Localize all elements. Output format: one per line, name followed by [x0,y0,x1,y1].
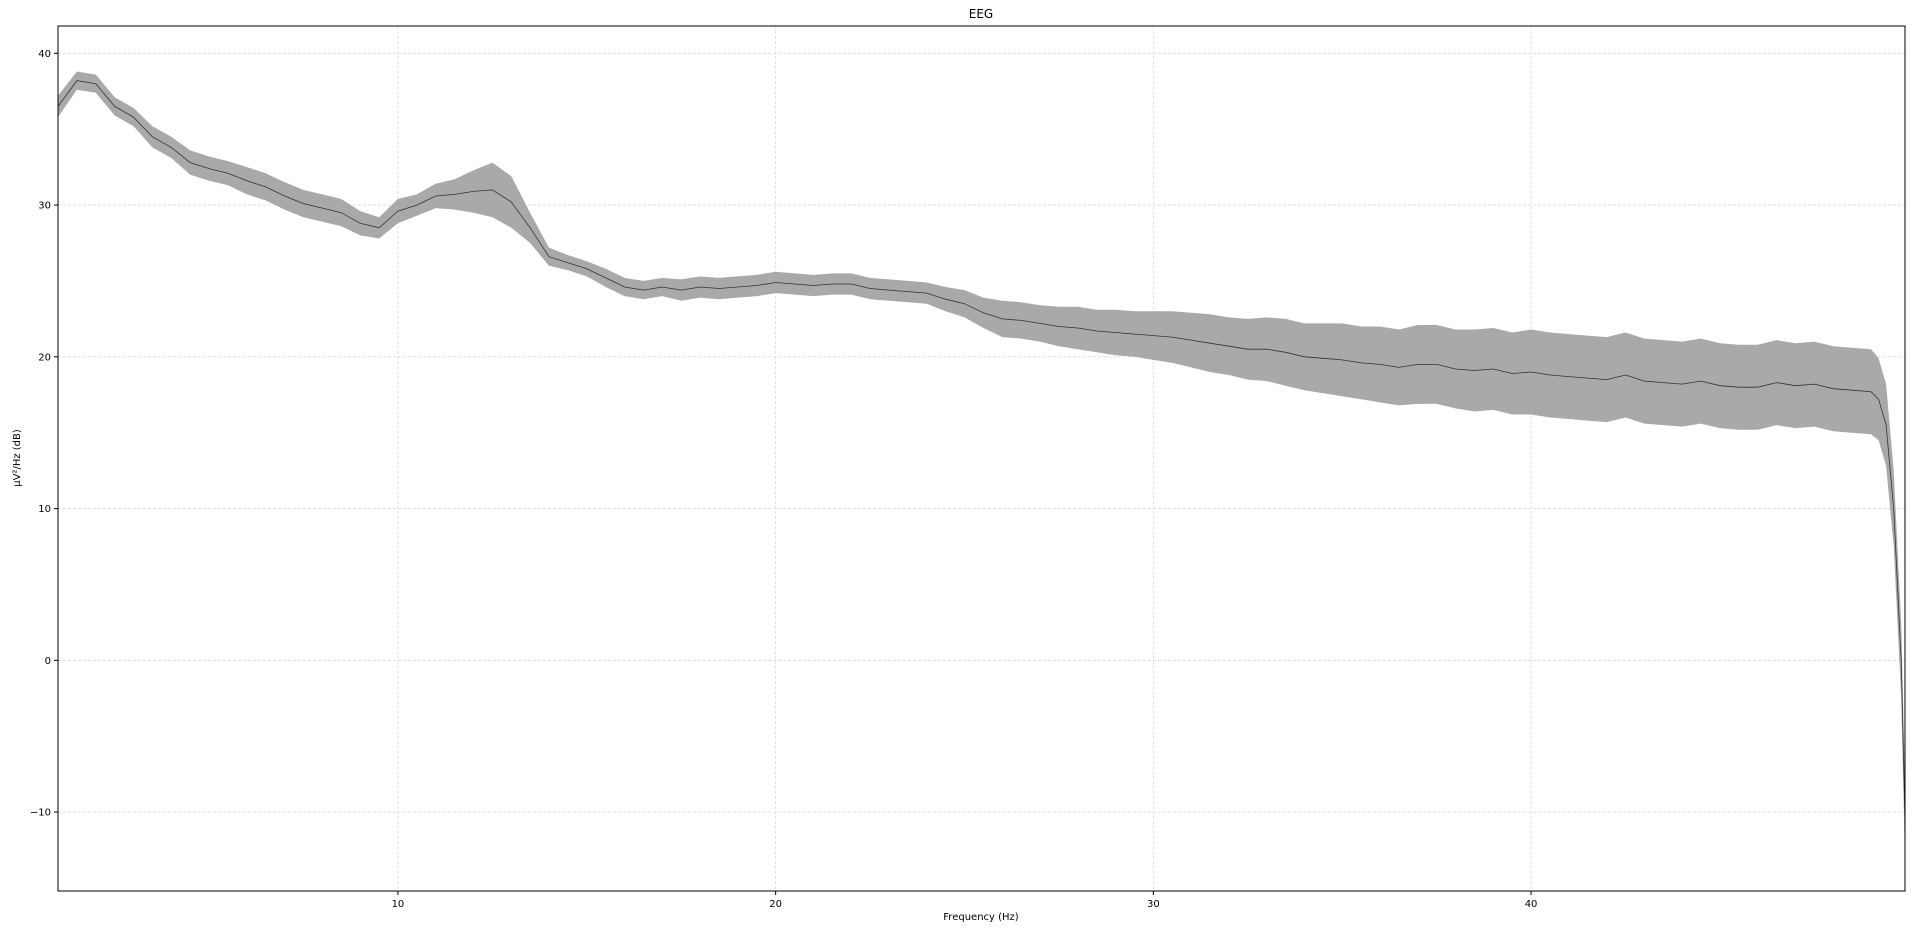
mean-psd-line [57,80,1906,820]
y-tick-label: −10 [30,808,51,819]
y-tick-label: 0 [45,656,51,667]
y-tick-label: 20 [38,352,51,363]
chart-title: EEG [969,7,993,21]
x-tick-label: 40 [1525,899,1538,910]
y-tick-label: 40 [38,49,51,60]
y-tick-label: 30 [38,201,51,212]
x-tick-label: 10 [392,899,405,910]
x-tick-label: 30 [1147,899,1160,910]
axis-ticks: 10 20 30 40 −10 0 10 20 30 40 [30,49,1538,910]
y-tick-label: 10 [38,504,51,515]
plot-frame [57,25,1906,892]
x-axis-label: Frequency (Hz) [943,912,1019,923]
x-tick-label: 20 [769,899,782,910]
grid-lines [58,26,1905,891]
mean-line-layer [57,80,1906,820]
y-axis-label: µV²/Hz (dB) [12,429,23,487]
